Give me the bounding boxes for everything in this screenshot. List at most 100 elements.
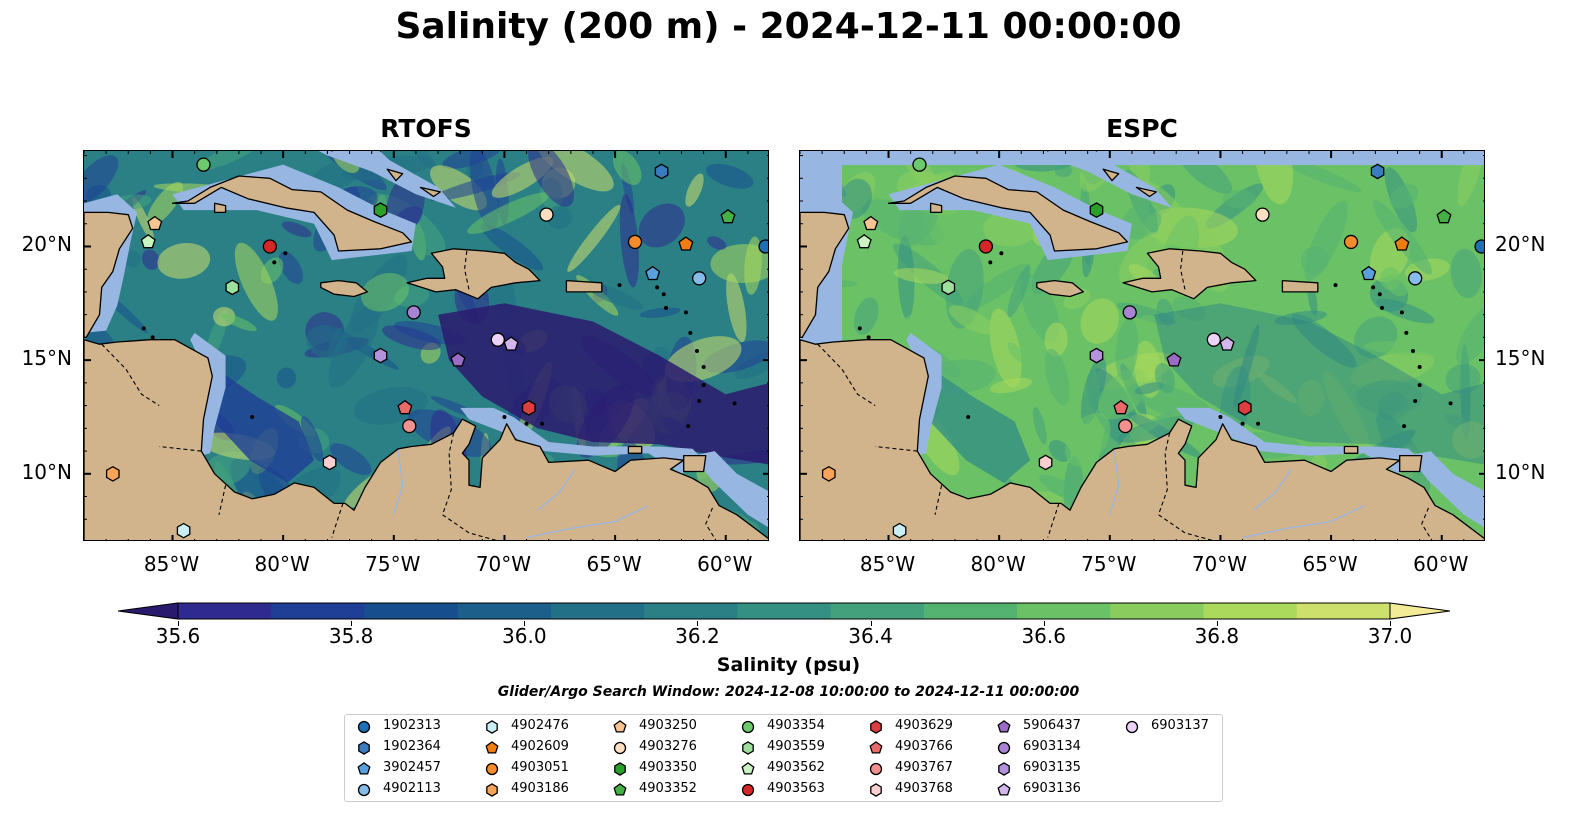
- float-marker-4903051[interactable]: [627, 234, 643, 250]
- colorbar-tick-label: 36.8: [1194, 624, 1240, 648]
- legend-marker-4903250[interactable]: [613, 720, 627, 733]
- x-tick-label: 80°W: [254, 552, 310, 576]
- legend-marker-4903186[interactable]: [486, 783, 498, 797]
- float-marker-6903137[interactable]: [1206, 332, 1221, 347]
- float-marker-1902313[interactable]: [1474, 239, 1485, 254]
- float-marker-4903250[interactable]: [147, 215, 163, 231]
- legend-marker-icon: [997, 741, 1011, 755]
- float-marker-4903352[interactable]: [1436, 208, 1452, 224]
- colorbar-svg: [117, 602, 1451, 620]
- float-marker-4903562[interactable]: [856, 233, 872, 249]
- legend-marker-1902313[interactable]: [357, 720, 371, 734]
- colorbar-segment: [178, 603, 272, 619]
- float-marker-6903134[interactable]: [1122, 305, 1137, 320]
- float-marker-6903137[interactable]: [490, 332, 505, 347]
- float-marker-1902364[interactable]: [1370, 163, 1385, 180]
- x-tick-label: 70°W: [475, 552, 532, 576]
- legend-marker-5906437[interactable]: [997, 720, 1011, 733]
- x-tick-label: 85°W: [143, 552, 200, 576]
- float-marker-4903186[interactable]: [821, 465, 836, 482]
- float-marker-4903186[interactable]: [105, 465, 120, 482]
- legend-marker-6903134[interactable]: [997, 741, 1011, 755]
- float-marker-6903136[interactable]: [1219, 336, 1235, 351]
- float-marker-4903559[interactable]: [225, 279, 240, 296]
- float-marker-4903768[interactable]: [322, 454, 337, 471]
- float-marker-4903629[interactable]: [1237, 399, 1252, 416]
- float-marker-5906437[interactable]: [450, 352, 466, 367]
- legend-marker-4903354[interactable]: [741, 720, 755, 734]
- legend-marker-3902457[interactable]: [357, 762, 371, 775]
- legend-marker-4902476[interactable]: [486, 720, 498, 734]
- float-marker-4903766[interactable]: [1113, 399, 1129, 415]
- legend-marker-4903276[interactable]: [613, 741, 627, 755]
- legend-marker-4903767[interactable]: [869, 762, 883, 776]
- legend-marker-1902364[interactable]: [358, 741, 370, 755]
- legend-marker-4903562[interactable]: [741, 762, 755, 775]
- legend-label: 4902476: [511, 718, 569, 733]
- legend-marker-6903137[interactable]: [1125, 720, 1139, 734]
- legend-label: 6903137: [1151, 718, 1209, 733]
- float-marker-6903135[interactable]: [1089, 347, 1104, 364]
- legend-marker-4903629[interactable]: [870, 720, 882, 734]
- legend-marker-4903350[interactable]: [614, 762, 626, 776]
- float-marker-6903135[interactable]: [373, 347, 388, 364]
- float-marker-4903350[interactable]: [373, 202, 388, 219]
- legend-marker-4903563[interactable]: [741, 783, 755, 797]
- float-marker-4903767[interactable]: [402, 418, 417, 434]
- legend-marker-4903051[interactable]: [485, 762, 499, 776]
- float-marker-4903768[interactable]: [1038, 454, 1053, 471]
- float-marker-4902476[interactable]: [176, 522, 191, 539]
- float-marker-3902457[interactable]: [645, 265, 661, 281]
- float-marker-4903276[interactable]: [539, 207, 554, 222]
- float-marker-4903767[interactable]: [1118, 418, 1133, 434]
- float-markers: [821, 157, 1485, 539]
- float-marker-5906437[interactable]: [1166, 352, 1182, 367]
- float-marker-1902364[interactable]: [654, 163, 669, 180]
- legend-label: 4903186: [511, 781, 569, 796]
- float-marker-4903766[interactable]: [397, 399, 413, 415]
- colorbar-segment: [830, 603, 925, 619]
- float-marker-4903350[interactable]: [1089, 202, 1104, 219]
- float-marker-4903352[interactable]: [720, 208, 736, 224]
- float-marker-4903629[interactable]: [521, 399, 536, 416]
- y-tick-label-left: 20°N: [21, 232, 72, 257]
- legend-marker-4903559[interactable]: [742, 741, 754, 755]
- legend-marker-icon: [741, 720, 755, 734]
- colorbar-segment: [271, 603, 365, 619]
- legend-marker-4903352[interactable]: [613, 783, 627, 796]
- legend-label: 4903354: [767, 718, 825, 733]
- float-marker-4902113[interactable]: [1408, 271, 1423, 286]
- float-marker-4902609[interactable]: [1394, 236, 1410, 251]
- colorbar-segment: [737, 603, 832, 619]
- float-marker-4903051[interactable]: [1343, 234, 1359, 250]
- legend-marker-4902113[interactable]: [357, 783, 371, 797]
- legend-marker-icon: [742, 741, 754, 755]
- espc-map[interactable]: [799, 150, 1485, 541]
- float-marker-1902313[interactable]: [758, 239, 769, 254]
- x-tick-label: 60°W: [1413, 552, 1469, 576]
- float-marker-3902457[interactable]: [1361, 265, 1377, 281]
- colorbar-tick-label: 36.6: [1021, 624, 1066, 648]
- legend-marker-4902609[interactable]: [485, 741, 499, 754]
- float-marker-4902609[interactable]: [678, 236, 694, 251]
- legend-marker-icon: [870, 783, 882, 797]
- float-marker-6903136[interactable]: [503, 336, 519, 351]
- legend-marker-4903768[interactable]: [870, 783, 882, 797]
- rtofs-map[interactable]: [83, 150, 769, 541]
- float-marker-4903563[interactable]: [262, 239, 278, 254]
- float-marker-4903563[interactable]: [978, 239, 994, 254]
- float-marker-4902113[interactable]: [692, 271, 707, 286]
- float-marker-4903250[interactable]: [863, 215, 879, 231]
- land-masses: [84, 151, 768, 540]
- legend-marker-6903135[interactable]: [998, 762, 1010, 776]
- float-marker-4903354[interactable]: [196, 157, 211, 172]
- legend-label: 6903136: [1023, 781, 1081, 796]
- float-marker-6903134[interactable]: [406, 305, 421, 320]
- float-marker-4903559[interactable]: [941, 279, 956, 296]
- float-marker-4903354[interactable]: [912, 157, 927, 172]
- float-marker-4903562[interactable]: [140, 233, 156, 249]
- float-marker-4903276[interactable]: [1255, 207, 1270, 222]
- float-marker-4902476[interactable]: [892, 522, 907, 539]
- legend-marker-4903766[interactable]: [869, 741, 883, 754]
- legend-marker-6903136[interactable]: [997, 783, 1011, 796]
